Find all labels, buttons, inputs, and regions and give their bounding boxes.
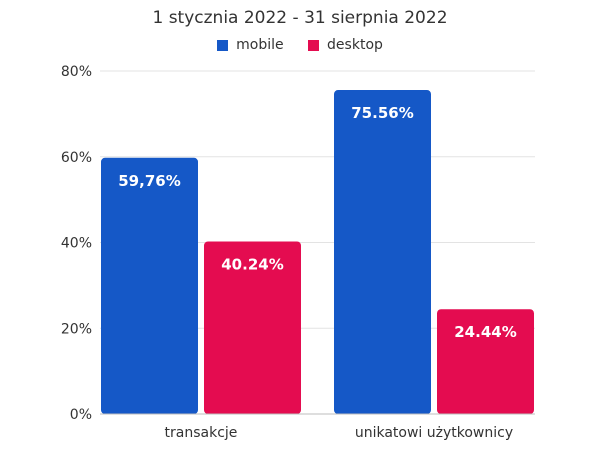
legend-label-desktop: desktop (327, 37, 383, 53)
chart-title: 1 stycznia 2022 - 31 sierpnia 2022 (152, 8, 448, 28)
bar-mobile (101, 157, 198, 415)
legend-swatch-desktop (308, 39, 320, 51)
y-tick-label: 40% (61, 236, 92, 252)
legend-swatch-mobile (217, 39, 229, 51)
y-tick-label: 20% (61, 321, 92, 337)
y-tick-label: 60% (61, 150, 92, 166)
data-label-mobile: 59,76% (118, 172, 180, 190)
data-label-desktop: 40.24% (221, 255, 283, 273)
y-tick-label: 0% (70, 407, 92, 423)
legend-label-mobile: mobile (236, 37, 284, 53)
x-tick-label: unikatowi użytkownicy (355, 425, 513, 441)
bar-mobile (334, 90, 431, 414)
bar-desktop (437, 309, 534, 414)
x-tick-label: transakcje (165, 425, 238, 441)
bar-desktop (204, 241, 301, 414)
legend-item-mobile: mobile (217, 37, 284, 53)
legend-item-desktop: desktop (308, 37, 383, 53)
data-label-mobile: 75.56% (351, 104, 413, 122)
chart-legend: mobile desktop (0, 37, 600, 55)
y-tick-label: 80% (61, 64, 92, 80)
data-label-desktop: 24.44% (454, 323, 516, 341)
